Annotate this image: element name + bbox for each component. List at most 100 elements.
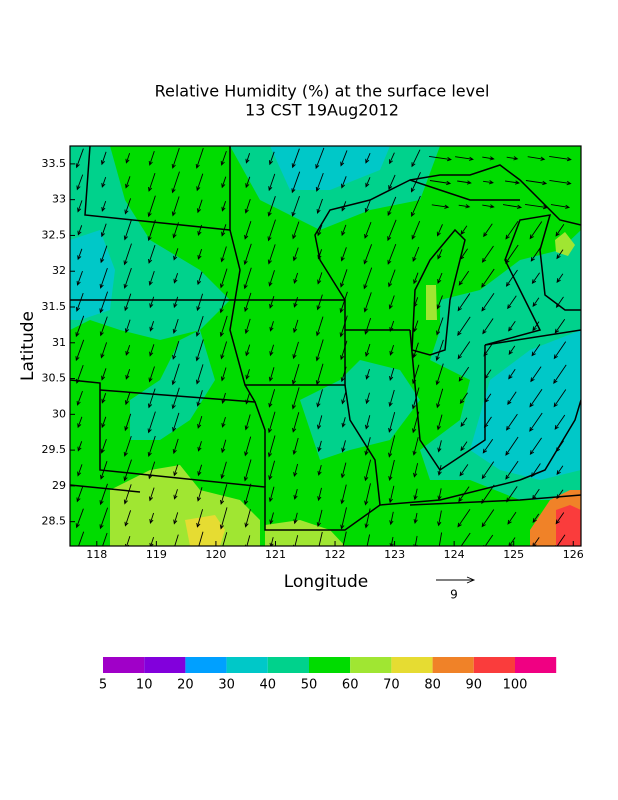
vector-scale-arrow bbox=[436, 576, 476, 584]
wind-arrow bbox=[340, 366, 347, 383]
wind-arrow bbox=[245, 176, 251, 189]
wind-arrow bbox=[123, 435, 132, 457]
wind-arrow bbox=[413, 297, 419, 308]
wind-arrow bbox=[101, 200, 107, 212]
wind-arrow bbox=[245, 392, 251, 405]
border bbox=[84, 146, 231, 231]
wind-arrow bbox=[243, 459, 252, 482]
wind-arrow bbox=[455, 156, 474, 161]
wind-arrow bbox=[147, 435, 156, 457]
wind-arrow bbox=[125, 176, 131, 189]
x-tick-label: 121 bbox=[265, 548, 286, 561]
wind-arrow bbox=[387, 219, 397, 242]
wind-arrow bbox=[341, 176, 347, 189]
wind-arrow bbox=[341, 201, 347, 212]
colorbar-label: 30 bbox=[218, 678, 235, 693]
wind-arrow bbox=[481, 461, 495, 480]
wind-arrow bbox=[75, 292, 84, 312]
wind-arrow bbox=[531, 344, 541, 357]
wind-arrow bbox=[436, 295, 443, 310]
wind-arrow bbox=[364, 483, 371, 506]
x-tick-label: 120 bbox=[205, 548, 226, 561]
y-tick-label: 31.5 bbox=[42, 300, 67, 313]
wind-arrow bbox=[123, 459, 132, 482]
wind-arrow bbox=[458, 366, 470, 382]
wind-arrow bbox=[388, 485, 395, 504]
y-tick-label: 33.5 bbox=[42, 157, 67, 170]
wind-arrow bbox=[244, 318, 251, 335]
wind-arrow bbox=[556, 465, 564, 476]
wind-arrow bbox=[316, 294, 323, 311]
wind-arrow bbox=[244, 292, 252, 313]
wind-arrow bbox=[457, 180, 472, 185]
wind-arrow bbox=[506, 156, 519, 161]
wind-arrow bbox=[482, 438, 494, 454]
wind-arrow bbox=[502, 204, 523, 209]
fill-region bbox=[265, 520, 345, 546]
x-tick-label: 126 bbox=[563, 548, 584, 561]
wind-arrow bbox=[555, 223, 565, 237]
wind-arrow bbox=[317, 464, 322, 476]
wind-arrow bbox=[99, 507, 109, 530]
wind-arrow bbox=[77, 441, 83, 452]
wind-arrow bbox=[196, 487, 203, 502]
wind-arrow bbox=[457, 316, 471, 336]
colorbar-label: 50 bbox=[301, 678, 318, 693]
wind-arrow bbox=[389, 320, 395, 332]
wind-arrow bbox=[412, 437, 419, 456]
wind-arrow bbox=[316, 389, 323, 408]
wind-arrow bbox=[293, 535, 299, 546]
wind-arrow bbox=[171, 147, 180, 169]
wind-arrow bbox=[77, 200, 83, 213]
wind-arrow bbox=[460, 225, 468, 236]
wind-arrow bbox=[149, 321, 155, 332]
wind-arrow bbox=[437, 249, 443, 260]
wind-arrow bbox=[292, 412, 300, 433]
wind-arrow bbox=[556, 273, 564, 284]
wind-arrow bbox=[363, 292, 372, 313]
fill-region bbox=[270, 146, 390, 190]
wind-arrow bbox=[243, 243, 252, 266]
wind-arrow bbox=[413, 488, 418, 501]
x-axis-label: Longitude bbox=[284, 572, 369, 592]
wind-arrow bbox=[196, 199, 203, 214]
wind-arrow bbox=[171, 387, 180, 410]
x-tick-label: 125 bbox=[503, 548, 524, 561]
y-tick-label: 30.5 bbox=[42, 372, 67, 385]
y-tick-label: 29.5 bbox=[42, 443, 67, 456]
wind-arrow bbox=[437, 510, 442, 527]
wind-arrow bbox=[531, 463, 541, 478]
wind-arrow bbox=[530, 246, 542, 262]
wind-arrow bbox=[505, 269, 518, 287]
wind-arrow bbox=[268, 270, 275, 287]
wind-arrow bbox=[244, 509, 251, 528]
wind-arrow bbox=[147, 411, 156, 434]
wind-arrow bbox=[99, 316, 108, 337]
wind-arrow bbox=[388, 411, 396, 433]
wind-arrow bbox=[219, 268, 228, 289]
y-tick-label: 28.5 bbox=[42, 515, 67, 528]
wind-arrow bbox=[508, 320, 516, 332]
colorbar-box bbox=[309, 657, 351, 673]
wind-arrow bbox=[99, 483, 108, 506]
wind-arrow bbox=[75, 364, 84, 384]
wind-arrow bbox=[365, 368, 370, 380]
wind-arrow bbox=[459, 464, 469, 477]
wind-arrow bbox=[268, 389, 276, 408]
wind-arrow bbox=[340, 462, 347, 479]
wind-arrow bbox=[435, 363, 444, 386]
wind-arrow bbox=[481, 292, 495, 312]
y-tick-label: 29 bbox=[52, 479, 66, 492]
wind-arrow bbox=[220, 246, 227, 263]
wind-arrow bbox=[197, 441, 202, 452]
wind-arrow bbox=[173, 489, 178, 500]
wind-arrow bbox=[171, 196, 180, 217]
wind-arrow bbox=[529, 389, 543, 408]
wind-arrow bbox=[316, 415, 323, 430]
colorbar-box bbox=[226, 657, 268, 673]
wind-arrow bbox=[553, 364, 567, 384]
wind-arrow bbox=[387, 243, 397, 265]
wind-arrow bbox=[123, 243, 132, 266]
wind-arrow bbox=[196, 173, 204, 192]
wind-arrow bbox=[413, 320, 419, 333]
